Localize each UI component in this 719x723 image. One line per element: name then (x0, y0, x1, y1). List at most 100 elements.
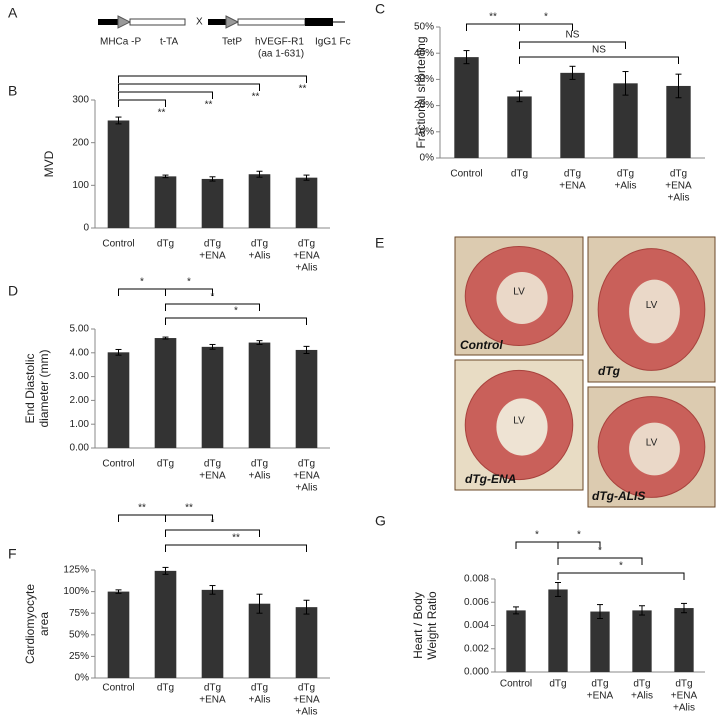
bar (201, 589, 224, 678)
error-bar (256, 340, 263, 345)
x-tick-label: Control (102, 683, 134, 694)
error-bar (115, 116, 122, 125)
x-tick-label: +Alis (296, 263, 318, 274)
x-tick-label: dTg (633, 679, 650, 690)
bar (613, 83, 638, 158)
significance-label: ** (299, 84, 307, 95)
significance-label: * (544, 12, 548, 23)
y-axis-label: End Diastolic (23, 353, 37, 423)
ventricle (629, 422, 680, 476)
x-tick-label: dTg (670, 169, 687, 180)
significance-label: ** (232, 533, 240, 544)
bar (248, 603, 271, 678)
y-tick-label: 1.00 (70, 419, 90, 430)
gene-box (129, 18, 186, 26)
y-tick-label: 300 (72, 95, 89, 106)
caption: dTg-ALIS (592, 489, 645, 503)
significance-bracket (466, 23, 520, 31)
y-tick-label: 3.00 (70, 371, 90, 382)
x-tick-label: dTg (617, 169, 634, 180)
significance-bracket (118, 514, 166, 522)
panel-label: D (8, 283, 18, 299)
significance-bracket (118, 75, 307, 83)
error-bar (675, 73, 682, 99)
significance-label: NS (592, 45, 606, 56)
caption: Control (460, 338, 503, 352)
x-tick-label: +ENA (559, 181, 586, 192)
x-tick-label: +ENA (293, 471, 320, 482)
bar (674, 608, 694, 672)
error-bar (209, 176, 216, 182)
error-bar (303, 599, 310, 615)
significance-bracket (519, 23, 573, 31)
x-tick-label: +ENA (199, 251, 226, 262)
x-tick-label: dTg (204, 239, 221, 250)
significance-bracket (118, 91, 213, 99)
x-tick-label: +Alis (249, 251, 271, 262)
significance-label: ** (489, 12, 497, 23)
y-tick-label: 0.002 (464, 643, 489, 654)
bar (154, 570, 177, 678)
bar (154, 338, 177, 448)
label: IgG1 Fc (315, 37, 351, 48)
gene-box (237, 18, 306, 26)
x-tick-label: +Alis (296, 707, 318, 718)
significance-bracket (557, 572, 685, 580)
ventricle (496, 398, 548, 456)
significance-bracket (165, 514, 213, 522)
significance-label: * (140, 277, 144, 288)
y-tick-label: 40% (414, 48, 434, 59)
x-tick-label: dTg (591, 679, 608, 690)
x-tick-label: +Alis (249, 695, 271, 706)
x-tick-label: dTg (251, 239, 268, 250)
bar (506, 610, 526, 672)
error-bar (162, 336, 169, 340)
x-tick-label: +ENA (199, 471, 226, 482)
bar (507, 96, 532, 158)
y-tick-label: 2.00 (70, 395, 90, 406)
x-tick-label: dTg (157, 683, 174, 694)
significance-label: ** (138, 503, 146, 514)
y-tick-label: 10% (414, 126, 434, 137)
y-tick-label: 0% (420, 153, 435, 164)
x-tick-label: Control (102, 459, 134, 470)
error-bar (115, 348, 122, 356)
x-tick-label: dTg (549, 679, 566, 690)
significance-bracket (519, 56, 679, 64)
significance-bracket (515, 541, 559, 549)
x-tick-label: dTg (204, 683, 221, 694)
error-bar (162, 174, 169, 179)
error-bar (256, 593, 263, 614)
y-tick-label: 20% (414, 100, 434, 111)
y-tick-label: 30% (414, 74, 434, 85)
x-tick-label: +Alis (249, 471, 271, 482)
region-label: LV (646, 438, 658, 449)
y-tick-label: 0 (83, 223, 89, 234)
error-bar (597, 604, 603, 620)
bar (248, 342, 271, 448)
label: (aa 1-631) (258, 49, 304, 60)
bar (295, 349, 318, 448)
bar (632, 610, 652, 672)
y-axis-label: Fractional shortening (414, 36, 428, 148)
panel-label: C (375, 1, 385, 17)
y-tick-label: 0.004 (464, 620, 489, 631)
error-bar (622, 71, 629, 96)
error-bar (681, 602, 687, 614)
region-label: LV (513, 287, 525, 298)
bar (107, 591, 130, 678)
bar (454, 57, 479, 158)
x-tick-label: +Alis (296, 483, 318, 494)
error-bar (463, 50, 470, 65)
label: MHCa -P (100, 37, 141, 48)
significance-label: * (187, 277, 191, 288)
significance-bracket (118, 99, 166, 107)
block (208, 19, 226, 25)
ventricle (496, 272, 548, 324)
label: hVEGF-R1 (255, 37, 304, 48)
significance-bracket (118, 83, 260, 91)
x-tick-label: +ENA (293, 251, 320, 262)
error-bar (569, 65, 576, 80)
error-bar (516, 90, 523, 103)
